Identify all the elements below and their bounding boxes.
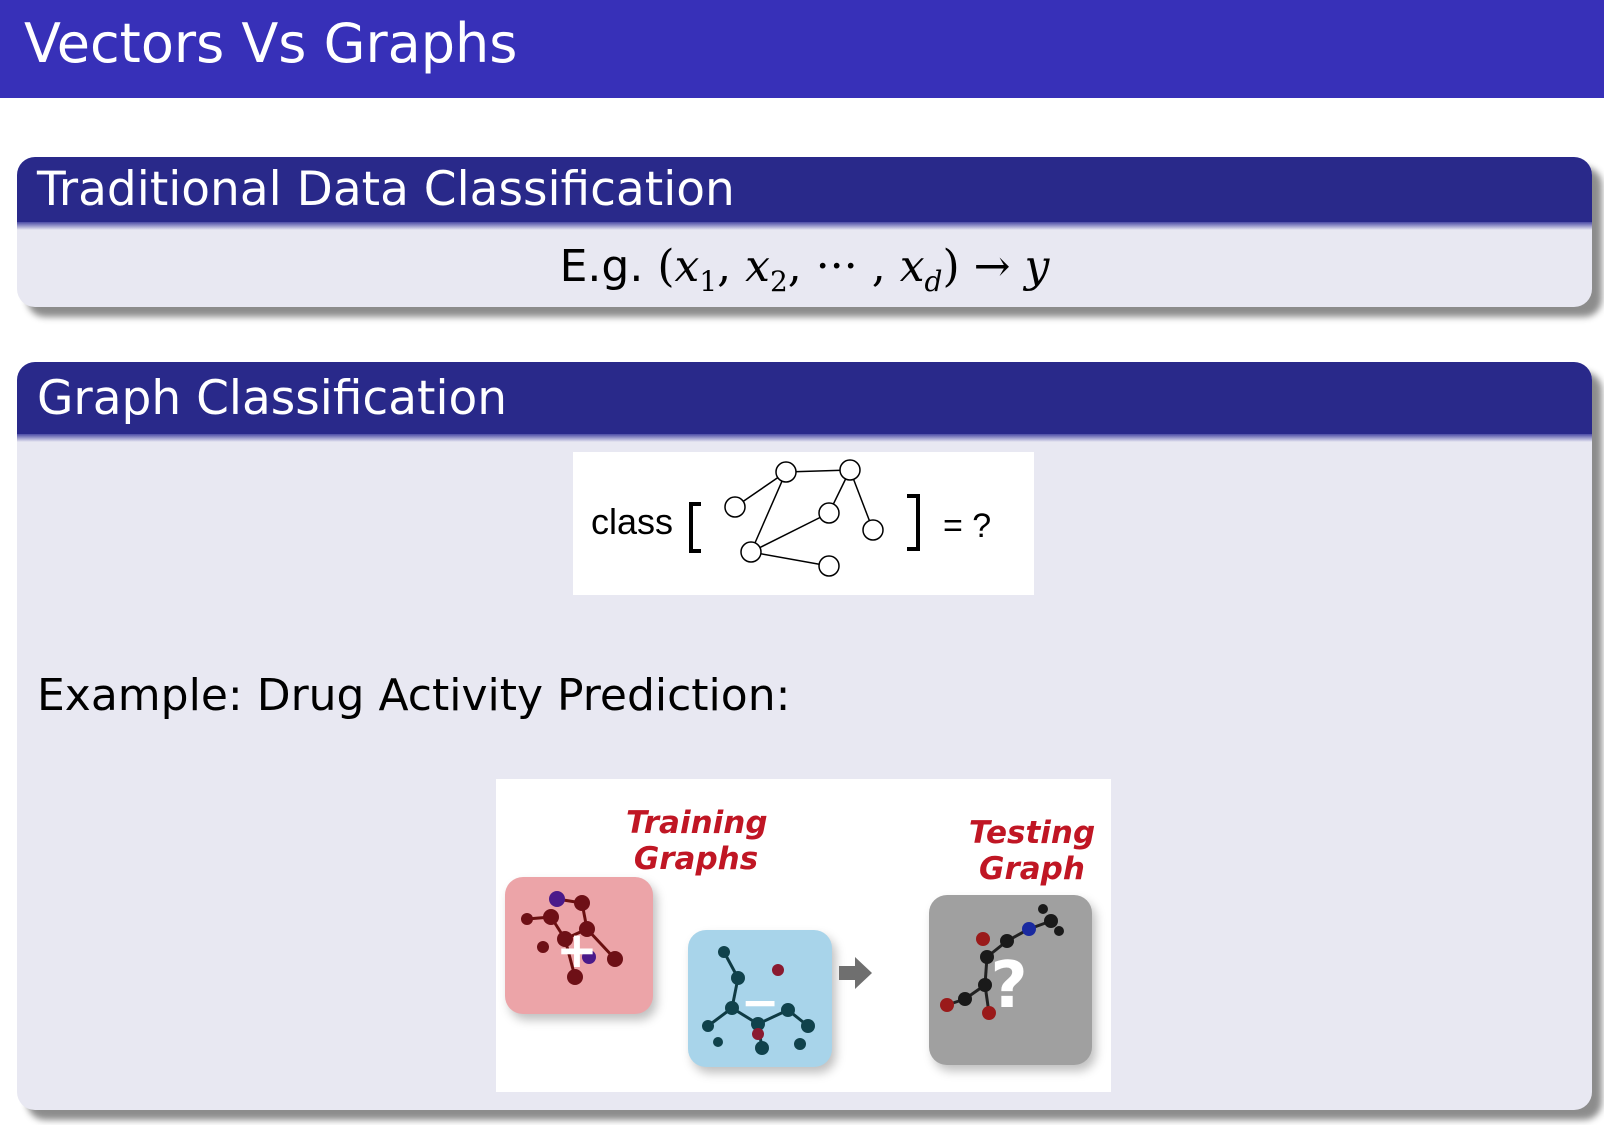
testing-label-line1: Testing	[968, 815, 1096, 851]
unknown-sign: ?	[990, 949, 1027, 1023]
left-bracket	[689, 502, 701, 553]
drug-activity-figure: Training Graphs Testing Graph	[496, 779, 1111, 1092]
test-molecule-icon: ?	[940, 904, 1064, 1023]
formula-arrow: →	[973, 241, 1011, 292]
formula-x1: x	[674, 241, 700, 292]
formula-sub-d: d	[924, 264, 943, 298]
graph-nodes	[724, 459, 884, 577]
training-label-line1: Training	[626, 805, 768, 841]
traditional-classification-block: Traditional Data Classification E.g. (x1,…	[17, 157, 1592, 307]
graph-node	[775, 461, 797, 483]
graph-node	[818, 502, 840, 524]
positive-molecule-tile: +	[505, 877, 653, 1014]
training-label-line2: Graphs	[633, 841, 759, 877]
class-label: class	[591, 501, 673, 542]
formula-close-paren: )	[942, 241, 960, 292]
block-header: Traditional Data Classification	[17, 157, 1592, 230]
right-bracket	[907, 494, 920, 551]
formula-sub-2: 2	[769, 264, 788, 298]
negative-molecule-icon: −	[702, 946, 815, 1055]
slide-title: Vectors Vs Graphs	[24, 12, 518, 75]
positive-molecule-icon: +	[521, 891, 623, 985]
positive-sign: +	[556, 921, 598, 979]
slide-title-bar: Vectors Vs Graphs	[0, 0, 1604, 98]
graph-node	[740, 541, 762, 563]
formula-x2: x	[745, 241, 770, 292]
graph-node	[862, 519, 884, 541]
negative-sign: −	[741, 975, 780, 1029]
graph-node	[818, 555, 840, 577]
right-arrow-icon	[839, 957, 872, 989]
graph-classification-block: Graph Classification class	[17, 362, 1592, 1110]
test-molecule-tile: ?	[929, 895, 1092, 1065]
formula-y: y	[1024, 241, 1050, 292]
equals-question: = ?	[943, 507, 991, 545]
graph-node	[724, 496, 746, 518]
example-text: Example: Drug Activity Prediction:	[37, 670, 791, 721]
formula-xd: x	[899, 241, 925, 292]
block-header: Graph Classification	[17, 362, 1592, 442]
formula-prefix: E.g.	[559, 241, 644, 292]
negative-molecule-tile: −	[688, 930, 832, 1067]
block-title: Graph Classification	[37, 371, 508, 426]
formula-sub-1: 1	[699, 264, 718, 298]
formula-dots: ···	[815, 241, 858, 292]
block-title: Traditional Data Classification	[37, 162, 735, 217]
training-graphs-label: Training Graphs	[626, 805, 768, 877]
vector-formula: E.g. (x1, x2, ··· , xd) → y	[559, 241, 1050, 298]
graph-class-expression: class	[573, 452, 1034, 595]
testing-label-line2: Graph	[979, 851, 1085, 887]
formula-open-paren: (	[657, 241, 675, 292]
testing-graph-label: Testing Graph	[962, 815, 1102, 887]
graph-node	[839, 459, 861, 481]
